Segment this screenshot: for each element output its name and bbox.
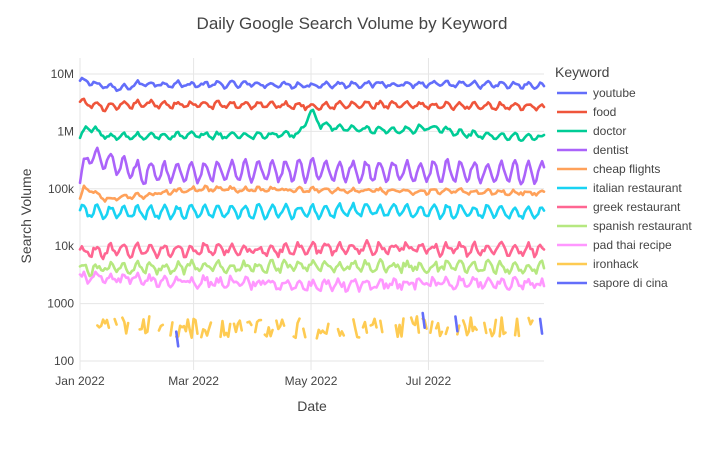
series-line: [219, 319, 232, 339]
series-line: [361, 320, 369, 334]
series-line: [302, 327, 307, 339]
series-line: [169, 321, 174, 337]
legend: Keyword youtube food doctor dentist cheap fl…: [555, 64, 692, 290]
series-line: [113, 317, 118, 326]
series-line: [379, 319, 384, 334]
legend-label: spanish restaurant: [593, 219, 692, 233]
series-line: [232, 319, 244, 334]
series-line: [78, 257, 546, 278]
series-line: [78, 108, 546, 142]
series-line: [498, 316, 507, 338]
series-line: [78, 184, 546, 203]
series-doctor: [78, 108, 546, 142]
series-line: [138, 315, 151, 335]
series-ironhack: [96, 315, 534, 340]
legend-label: food: [593, 105, 616, 119]
legend-title: Keyword: [555, 64, 609, 80]
series-layer: [78, 76, 546, 348]
series-line: [199, 321, 213, 339]
series-line: [253, 318, 263, 334]
series-line: [263, 326, 274, 338]
legend-label: pad thai recipe: [593, 238, 672, 252]
legend-item[interactable]: dentist: [557, 143, 629, 157]
series-line: [444, 326, 450, 336]
series-segment: [538, 317, 544, 335]
y-tick-label: 10M: [51, 67, 74, 81]
series-segment: [174, 330, 180, 348]
series-line: [292, 317, 301, 340]
x-tick-label: Jul 2022: [406, 374, 452, 388]
legend-label: doctor: [593, 124, 626, 138]
legend-item[interactable]: spanish restaurant: [557, 219, 692, 233]
legend-item[interactable]: italian restaurant: [557, 181, 682, 195]
series-sapore-di-cina: [174, 311, 544, 348]
legend-items: youtube food doctor dentist cheap flights ita…: [557, 86, 692, 290]
series-line: [394, 317, 405, 339]
series-italian-restaurant: [78, 201, 546, 221]
series-line: [78, 76, 546, 93]
y-tick-label: 1M: [57, 124, 74, 138]
series-youtube: [78, 76, 546, 93]
series-line: [409, 315, 421, 334]
legend-item[interactable]: food: [557, 105, 616, 119]
series-line: [434, 321, 444, 338]
series-greek-restaurant: [78, 239, 546, 261]
series-line: [174, 317, 199, 340]
series-line: [96, 318, 111, 329]
x-axis-title: Date: [297, 398, 327, 414]
legend-label: ironhack: [593, 257, 639, 271]
series-food: [78, 97, 546, 113]
legend-item[interactable]: pad thai recipe: [557, 238, 672, 252]
axis-layer: 100 1000 10k 100k 1M 10M Jan 2022 Mar 2022 May 2…: [47, 67, 451, 388]
series-line: [429, 320, 434, 334]
series-line: [78, 270, 546, 293]
legend-item[interactable]: greek restaurant: [557, 200, 681, 214]
y-tick-label: 1000: [47, 297, 74, 311]
series-line: [336, 327, 346, 337]
series-line: [78, 146, 546, 186]
series-line: [246, 320, 253, 327]
series-line: [461, 316, 478, 337]
series-line: [488, 318, 498, 338]
series-line: [157, 323, 165, 332]
series-segment: [421, 311, 426, 330]
series-line: [369, 317, 378, 329]
y-tick-label: 10k: [55, 239, 75, 253]
legend-item[interactable]: doctor: [557, 124, 626, 138]
legend-label: sapore di cina: [593, 276, 668, 290]
series-dentist: [78, 146, 546, 186]
series-line: [352, 318, 361, 339]
x-tick-label: May 2022: [285, 374, 338, 388]
series-line: [121, 316, 130, 335]
legend-label: youtube: [593, 86, 636, 100]
y-axis-title: Search Volume: [18, 168, 34, 263]
chart-title: Daily Google Search Volume by Keyword: [197, 14, 508, 33]
legend-label: dentist: [593, 143, 629, 157]
legend-label: italian restaurant: [593, 181, 682, 195]
series-spanish-restaurant: [78, 257, 546, 278]
legend-item[interactable]: cheap flights: [557, 162, 660, 176]
x-tick-label: Mar 2022: [168, 374, 219, 388]
series-pad-thai-recipe: [78, 270, 546, 293]
y-tick-label: 100: [54, 354, 74, 368]
series-segment: [454, 315, 459, 333]
series-line: [78, 97, 546, 113]
legend-item[interactable]: ironhack: [557, 257, 639, 271]
y-tick-label: 100k: [48, 182, 75, 196]
legend-item[interactable]: youtube: [557, 86, 636, 100]
series-line: [78, 201, 546, 221]
series-line: [275, 318, 286, 331]
series-line: [483, 321, 488, 335]
legend-item[interactable]: sapore di cina: [557, 276, 668, 290]
series-line: [513, 317, 521, 338]
series-line: [78, 239, 546, 261]
series-line: [315, 322, 330, 340]
legend-label: greek restaurant: [593, 200, 681, 214]
legend-label: cheap flights: [593, 162, 660, 176]
series-line: [527, 316, 534, 326]
x-tick-label: Jan 2022: [55, 374, 105, 388]
series-cheap-flights: [78, 184, 546, 203]
